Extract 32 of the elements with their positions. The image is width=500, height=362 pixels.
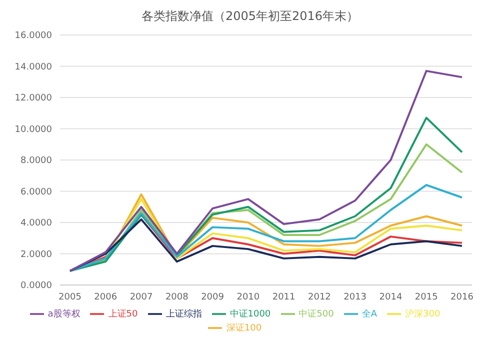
x-tick-label: 2010 bbox=[236, 292, 260, 302]
x-tick-label: 2008 bbox=[165, 292, 189, 302]
y-tick-label: 6.0000 bbox=[20, 187, 52, 198]
legend-label: 沪深300 bbox=[405, 309, 440, 320]
x-tick-label: 2016 bbox=[450, 292, 474, 302]
legend-label: 全A bbox=[362, 309, 378, 320]
y-tick-label: 14.0000 bbox=[14, 62, 52, 72]
y-tick-label: 0.0000 bbox=[20, 281, 52, 292]
x-tick-label: 2007 bbox=[130, 292, 153, 302]
legend-label: 中证500 bbox=[298, 309, 334, 320]
chart-title: 各类指数净值（2005年初至2016年末） bbox=[140, 8, 360, 25]
line-series bbox=[69, 70, 463, 272]
y-tick-label: 8.0000 bbox=[20, 156, 52, 166]
x-tick-label: 2013 bbox=[344, 292, 367, 302]
y-tick-label: 10.0000 bbox=[14, 124, 52, 135]
x-tick-label: 2014 bbox=[379, 292, 402, 302]
legend-label: 上证综指 bbox=[166, 309, 202, 320]
legend-label: 中证1000 bbox=[230, 309, 271, 320]
x-tick-label: 2006 bbox=[94, 292, 118, 302]
x-tick-label: 2015 bbox=[414, 292, 438, 302]
legend-label: 上证50 bbox=[108, 309, 138, 320]
y-tick-label: 12.0000 bbox=[14, 94, 52, 104]
legend-label: 深证100 bbox=[226, 323, 262, 334]
x-tick-label: 2011 bbox=[272, 292, 296, 302]
legend-label: a股等权 bbox=[48, 309, 80, 320]
y-tick-label: 16.0000 bbox=[14, 31, 52, 42]
x-tick-label: 2012 bbox=[308, 292, 331, 302]
line-series bbox=[69, 116, 463, 272]
y-tick-label: 2.0000 bbox=[20, 250, 52, 260]
y-tick-label: 4.0000 bbox=[20, 218, 52, 229]
x-tick-label: 2005 bbox=[58, 292, 82, 302]
x-tick-label: 2009 bbox=[201, 292, 224, 302]
